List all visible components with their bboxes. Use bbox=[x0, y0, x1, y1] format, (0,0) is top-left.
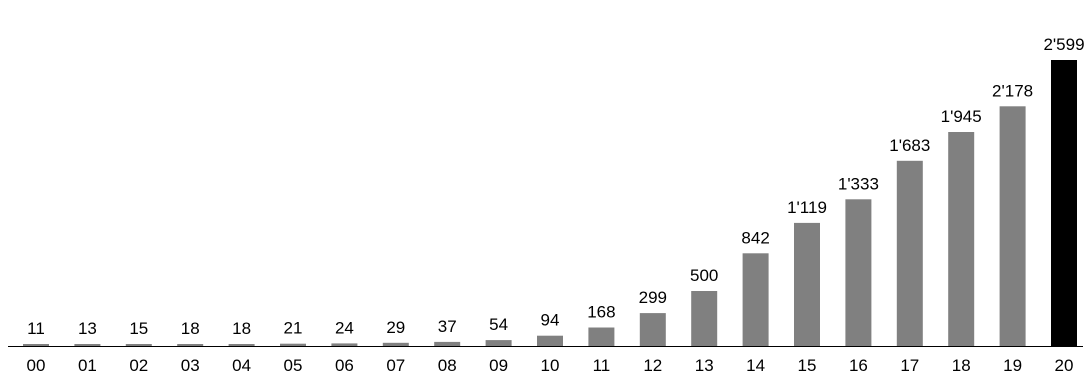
value-label-03: 18 bbox=[181, 319, 200, 338]
value-label-17: 1'683 bbox=[889, 136, 930, 155]
value-label-05: 21 bbox=[284, 319, 303, 338]
x-tick-20: 20 bbox=[1055, 356, 1074, 375]
bar-02 bbox=[125, 344, 152, 346]
bar-11 bbox=[588, 327, 615, 346]
x-tick-05: 05 bbox=[284, 356, 303, 375]
x-tick-15: 15 bbox=[798, 356, 817, 375]
x-tick-10: 10 bbox=[541, 356, 560, 375]
bar-10 bbox=[537, 335, 563, 346]
bar-05 bbox=[280, 343, 306, 346]
x-tick-04: 04 bbox=[232, 356, 251, 375]
x-tick-00: 00 bbox=[27, 356, 46, 375]
bar-04 bbox=[228, 344, 255, 346]
value-labels-group: 11 13 15 18 18 21 24 29 37 54 94 168 299 500 842 1'119 1… bbox=[27, 35, 1084, 338]
value-label-14: 842 bbox=[741, 228, 769, 247]
bar-03 bbox=[177, 344, 204, 346]
value-label-10: 94 bbox=[541, 311, 560, 330]
x-tick-14: 14 bbox=[746, 356, 765, 375]
x-tick-07: 07 bbox=[386, 356, 405, 375]
x-tick-03: 03 bbox=[181, 356, 200, 375]
value-label-08: 37 bbox=[438, 317, 457, 336]
value-label-12: 299 bbox=[639, 288, 667, 307]
bar-00 bbox=[23, 344, 49, 346]
value-label-01: 13 bbox=[78, 319, 97, 338]
x-tick-labels-group: 00 01 02 03 04 05 06 07 08 09 10 11 12 13 14 15 16 17 18 19… bbox=[27, 356, 1074, 375]
value-label-06: 24 bbox=[335, 318, 354, 337]
x-tick-17: 17 bbox=[900, 356, 919, 375]
x-tick-06: 06 bbox=[335, 356, 354, 375]
x-tick-02: 02 bbox=[129, 356, 148, 375]
bar-17 bbox=[896, 160, 923, 346]
value-label-02: 15 bbox=[129, 319, 148, 338]
x-tick-13: 13 bbox=[695, 356, 714, 375]
x-tick-18: 18 bbox=[952, 356, 971, 375]
bar-07 bbox=[382, 342, 409, 346]
bar-15 bbox=[794, 222, 820, 346]
value-label-04: 18 bbox=[232, 319, 251, 338]
bars-group bbox=[23, 60, 1077, 346]
x-tick-19: 19 bbox=[1003, 356, 1022, 375]
value-label-11: 168 bbox=[587, 303, 615, 322]
value-label-19: 2'178 bbox=[992, 81, 1033, 100]
x-tick-01: 01 bbox=[78, 356, 97, 375]
value-label-13: 500 bbox=[690, 266, 718, 285]
x-tick-11: 11 bbox=[593, 356, 611, 375]
value-label-07: 29 bbox=[386, 318, 405, 337]
bar-06 bbox=[331, 343, 358, 346]
value-label-00: 11 bbox=[27, 319, 45, 338]
bar-16 bbox=[845, 199, 872, 346]
x-tick-16: 16 bbox=[849, 356, 868, 375]
value-label-15: 1'119 bbox=[787, 198, 827, 217]
bar-14 bbox=[742, 253, 769, 346]
bar-12 bbox=[639, 313, 666, 346]
bar-08 bbox=[434, 341, 461, 346]
x-tick-09: 09 bbox=[489, 356, 508, 375]
bar-13 bbox=[691, 291, 718, 346]
value-label-09: 54 bbox=[489, 315, 508, 334]
x-tick-12: 12 bbox=[643, 356, 662, 375]
x-tick-08: 08 bbox=[438, 356, 457, 375]
value-label-16: 1'333 bbox=[838, 174, 879, 193]
bar-09 bbox=[485, 340, 512, 346]
value-label-18: 1'945 bbox=[941, 107, 982, 126]
bar-20 bbox=[1051, 60, 1077, 346]
value-label-20: 2'599 bbox=[1043, 35, 1084, 54]
bar-18 bbox=[948, 132, 975, 346]
bar-19 bbox=[999, 106, 1026, 346]
bar-01 bbox=[74, 344, 101, 346]
